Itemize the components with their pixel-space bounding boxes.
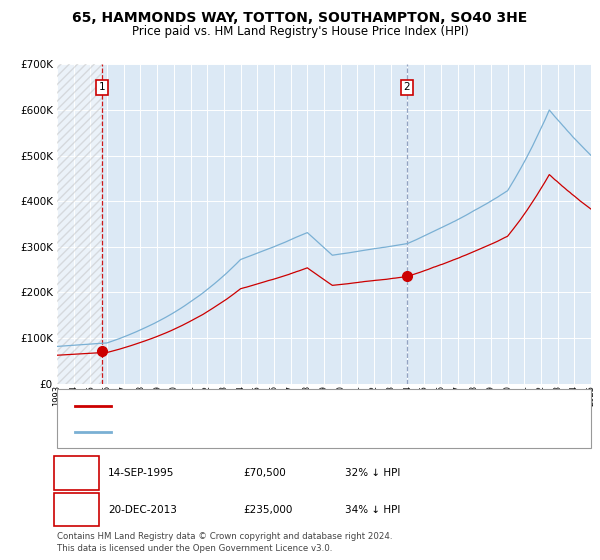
Text: 2: 2 [404, 82, 410, 92]
Text: 65, HAMMONDS WAY, TOTTON, SOUTHAMPTON, SO40 3HE: 65, HAMMONDS WAY, TOTTON, SOUTHAMPTON, S… [73, 11, 527, 25]
Text: HPI: Average price, detached house, New Forest: HPI: Average price, detached house, New … [117, 427, 352, 437]
Text: Price paid vs. HM Land Registry's House Price Index (HPI): Price paid vs. HM Land Registry's House … [131, 25, 469, 39]
Text: 65, HAMMONDS WAY, TOTTON, SOUTHAMPTON, SO40 3HE (detached house): 65, HAMMONDS WAY, TOTTON, SOUTHAMPTON, S… [117, 400, 492, 410]
Text: 20-DEC-2013: 20-DEC-2013 [108, 505, 177, 515]
Text: 14-SEP-1995: 14-SEP-1995 [108, 468, 175, 478]
Text: 1: 1 [99, 82, 106, 92]
Text: Contains HM Land Registry data © Crown copyright and database right 2024.
This d: Contains HM Land Registry data © Crown c… [57, 533, 392, 553]
Text: 34% ↓ HPI: 34% ↓ HPI [345, 505, 400, 515]
Bar [57, 64, 103, 384]
Text: 1: 1 [73, 468, 80, 478]
Text: 2: 2 [73, 505, 80, 515]
Text: £235,000: £235,000 [243, 505, 292, 515]
Text: 32% ↓ HPI: 32% ↓ HPI [345, 468, 400, 478]
Text: £70,500: £70,500 [243, 468, 286, 478]
